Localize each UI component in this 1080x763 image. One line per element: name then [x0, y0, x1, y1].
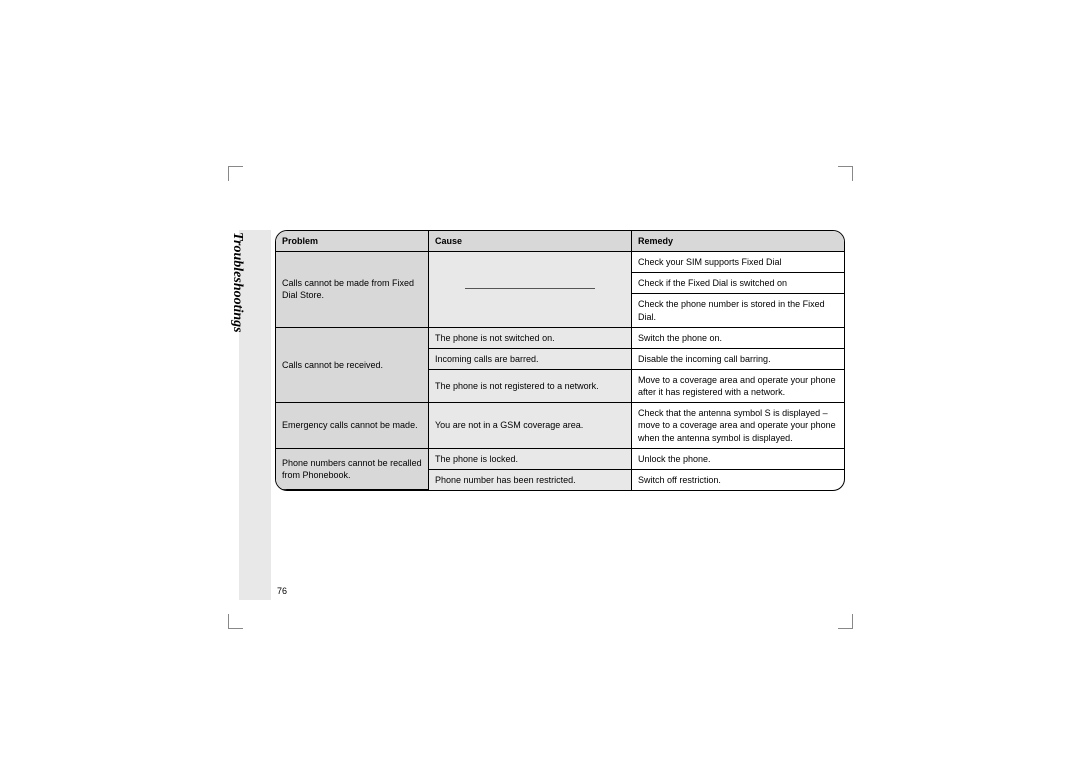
cell-cause: You are not in a GSM coverage area.: [429, 403, 632, 448]
table-row: Phone numbers cannot be recalled from Ph…: [276, 449, 844, 470]
cell-cause: Phone number has been restricted.: [429, 470, 632, 490]
crop-mark-br: [838, 614, 853, 629]
cell-problem: Phone numbers cannot be recalled from Ph…: [276, 449, 429, 490]
table-row: Calls cannot be made from Fixed Dial Sto…: [276, 252, 844, 273]
table-row: Emergency calls cannot be made. You are …: [276, 403, 844, 448]
cell-problem: Calls cannot be made from Fixed Dial Sto…: [276, 252, 429, 328]
cell-remedy: Disable the incoming call barring.: [632, 349, 844, 370]
cell-problem: Emergency calls cannot be made.: [276, 403, 429, 448]
page-number: 76: [277, 586, 287, 596]
cell-remedy: Switch off restriction.: [632, 470, 844, 490]
cell-cause-blank: [429, 252, 632, 328]
col-header-cause: Cause: [429, 231, 632, 252]
cell-remedy: Check if the Fixed Dial is switched on: [632, 273, 844, 294]
troubleshooting-table: Problem Cause Remedy Calls cannot be mad…: [275, 230, 845, 491]
cell-cause: Incoming calls are barred.: [429, 349, 632, 370]
col-header-remedy: Remedy: [632, 231, 844, 252]
cell-cause: The phone is not switched on.: [429, 328, 632, 349]
cell-remedy: Switch the phone on.: [632, 328, 844, 349]
cell-cause: The phone is locked.: [429, 449, 632, 470]
cell-cause: The phone is not registered to a network…: [429, 370, 632, 403]
cell-remedy: Check that the antenna symbol S is displ…: [632, 403, 844, 448]
cell-remedy: Check your SIM supports Fixed Dial: [632, 252, 844, 273]
cell-remedy: Unlock the phone.: [632, 449, 844, 470]
crop-mark-tr: [838, 166, 853, 181]
cell-remedy: Check the phone number is stored in the …: [632, 294, 844, 327]
crop-mark-bl: [228, 614, 243, 629]
crop-mark-tl: [228, 166, 243, 181]
table-row: Calls cannot be received. The phone is n…: [276, 328, 844, 349]
cell-remedy: Move to a coverage area and operate your…: [632, 370, 844, 403]
section-title: Troubleshootings: [229, 232, 245, 333]
col-header-problem: Problem: [276, 231, 429, 252]
table-header-row: Problem Cause Remedy: [276, 231, 844, 252]
blank-underline: [465, 280, 595, 289]
cell-problem: Calls cannot be received.: [276, 328, 429, 404]
